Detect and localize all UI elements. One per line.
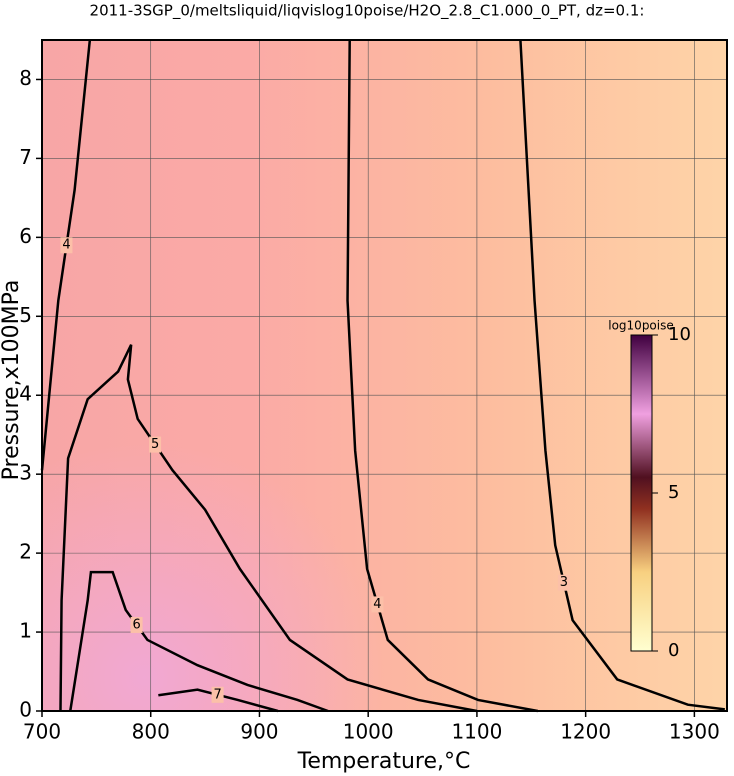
x-axis-label: Temperature,°C xyxy=(297,749,471,774)
y-tick-label: 0 xyxy=(19,698,32,722)
contour-label-bg xyxy=(211,686,224,703)
y-tick-label: 2 xyxy=(19,540,32,564)
x-tick-label: 1200 xyxy=(560,720,611,744)
colorbar-tick-label: 0 xyxy=(668,640,679,661)
colorbar-label: log10poise xyxy=(608,319,674,333)
colorbar-tick-label: 10 xyxy=(668,324,691,345)
x-tick-label: 1000 xyxy=(343,720,394,744)
y-tick-label: 5 xyxy=(19,303,32,327)
colorbar xyxy=(630,334,653,652)
chart-title: 2011-3SGP_0/meltsliquid/liqvislog10poise… xyxy=(90,2,645,21)
y-tick-label: 7 xyxy=(19,145,32,169)
x-tick-label: 1100 xyxy=(451,720,502,744)
plot-frame xyxy=(41,39,728,712)
contour-label-bg xyxy=(371,596,384,613)
contour-label-bg xyxy=(130,616,143,633)
x-tick-label: 700 xyxy=(23,720,61,744)
contour-label: 5 xyxy=(151,437,159,452)
y-axis-label: Pressure,x100MPa xyxy=(0,280,24,481)
contour-label: 6 xyxy=(132,617,140,632)
contour-label: 7 xyxy=(213,687,221,702)
x-tick-label: 800 xyxy=(132,720,170,744)
y-tick-label: 4 xyxy=(19,382,32,406)
contour-line xyxy=(59,344,478,713)
contour-label: 3 xyxy=(560,575,568,590)
y-tick-label: 3 xyxy=(19,461,32,485)
contour-label: 4 xyxy=(373,597,381,612)
y-tick-label: 6 xyxy=(19,224,32,248)
plot-shading xyxy=(42,40,727,711)
colorbar-tick-label: 5 xyxy=(668,482,679,503)
contour-label-bg xyxy=(557,574,570,591)
contour-label-bg xyxy=(60,237,73,254)
contour-label: 4 xyxy=(62,238,70,253)
y-tick-label: 1 xyxy=(19,619,32,643)
x-tick-label: 900 xyxy=(240,720,278,744)
y-tick-label: 8 xyxy=(19,66,32,90)
contour-label-bg xyxy=(149,436,162,453)
x-tick-label: 1300 xyxy=(669,720,720,744)
